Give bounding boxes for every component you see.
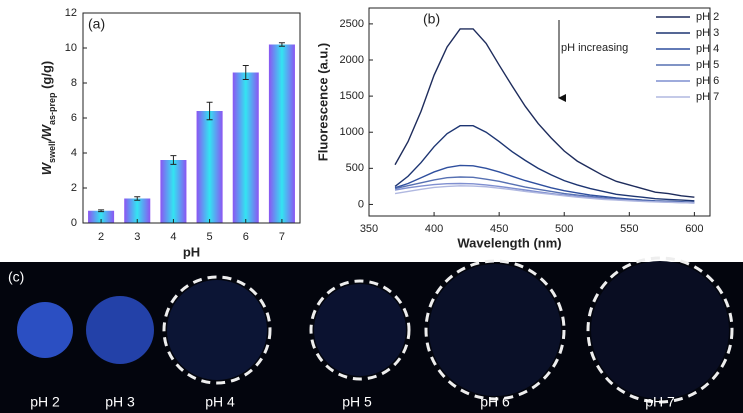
x-tick-label: 5 [207,231,213,243]
bar [124,198,151,223]
y-tick-label: 6 [71,112,77,124]
y-tick-label: 2500 [340,18,364,30]
y-tick-label: 10 [65,42,77,54]
series-line [394,185,695,204]
error-bar [170,155,177,165]
legend-label: pH 7 [696,91,719,103]
x-tick-label: 4 [170,231,176,243]
legend-label: pH 2 [696,11,719,23]
sample [429,264,561,396]
error-bar [278,42,285,47]
series-line [394,28,695,198]
y-tick-label: 12 [65,7,77,19]
plot-frame [368,7,711,217]
y-axis-title-part: swell [47,141,57,163]
x-tick-label: 550 [620,223,638,235]
sample [167,280,267,380]
sample-outline [162,275,272,385]
y-tick-label: 500 [346,162,364,174]
bar [196,111,223,223]
y-axis-title-part: (g/g) [39,61,54,93]
y-axis-title-part: as-prep [47,92,57,125]
bar [160,160,187,223]
x-tick-label: 350 [360,223,378,235]
y-tick-label: 8 [71,77,77,89]
panel-label: (c) [8,269,24,285]
y-tick-label: 2 [71,182,77,194]
sample-outline [424,259,566,401]
legend-label: pH 5 [696,59,719,71]
panel-label: (a) [88,16,105,32]
x-tick-label: 6 [243,231,249,243]
plot-frame [82,12,301,224]
y-axis-title-part: W [39,161,54,175]
x-tick-label: 450 [490,223,508,235]
x-tick-label: 7 [279,231,285,243]
x-axis-title: pH [183,244,200,259]
sample [591,261,729,399]
y-axis-title-part: /W [39,123,54,142]
photo-label: pH 6 [480,394,510,410]
x-axis-title: Wavelength (nm) [457,235,561,250]
error-bar [206,101,213,121]
x-tick-label: 3 [134,231,140,243]
y-axis-title: Wswell/Was-prep (g/g) [39,61,57,175]
sample [86,296,154,364]
series-line [394,125,695,202]
y-tick-label: 1500 [340,90,364,102]
annotation: pH increasing [561,42,628,54]
bar [268,44,295,223]
x-tick-label: 2 [98,231,104,243]
y-tick-label: 2000 [340,54,364,66]
legend-label: pH 4 [696,43,719,55]
y-tick-label: 0 [71,217,77,229]
y-tick-label: 4 [71,147,77,159]
x-tick-label: 500 [555,223,573,235]
bar [88,210,115,223]
bar [232,72,259,223]
photo-label: pH 4 [205,394,235,410]
photo-label: pH 7 [645,394,675,410]
sample-outline [309,279,411,381]
y-tick-label: 0 [358,198,364,210]
error-bar [242,65,249,80]
sample [314,284,406,376]
error-bar [134,196,141,201]
legend-label: pH 6 [696,75,719,87]
x-tick-label: 400 [425,223,443,235]
photo-label: pH 3 [105,394,135,410]
error-bar [98,209,105,213]
legend-label: pH 3 [696,27,719,39]
sample [17,302,73,358]
y-tick-label: 1000 [340,126,364,138]
x-tick-label: 600 [685,223,703,235]
y-axis-title: Fluorescence (a.u.) [315,43,330,161]
photo-label: pH 5 [342,394,372,410]
photo-label: pH 2 [30,394,60,410]
panel-label: (b) [423,11,440,27]
photo-panel: (c) [0,256,743,413]
sample-outline [586,256,734,404]
